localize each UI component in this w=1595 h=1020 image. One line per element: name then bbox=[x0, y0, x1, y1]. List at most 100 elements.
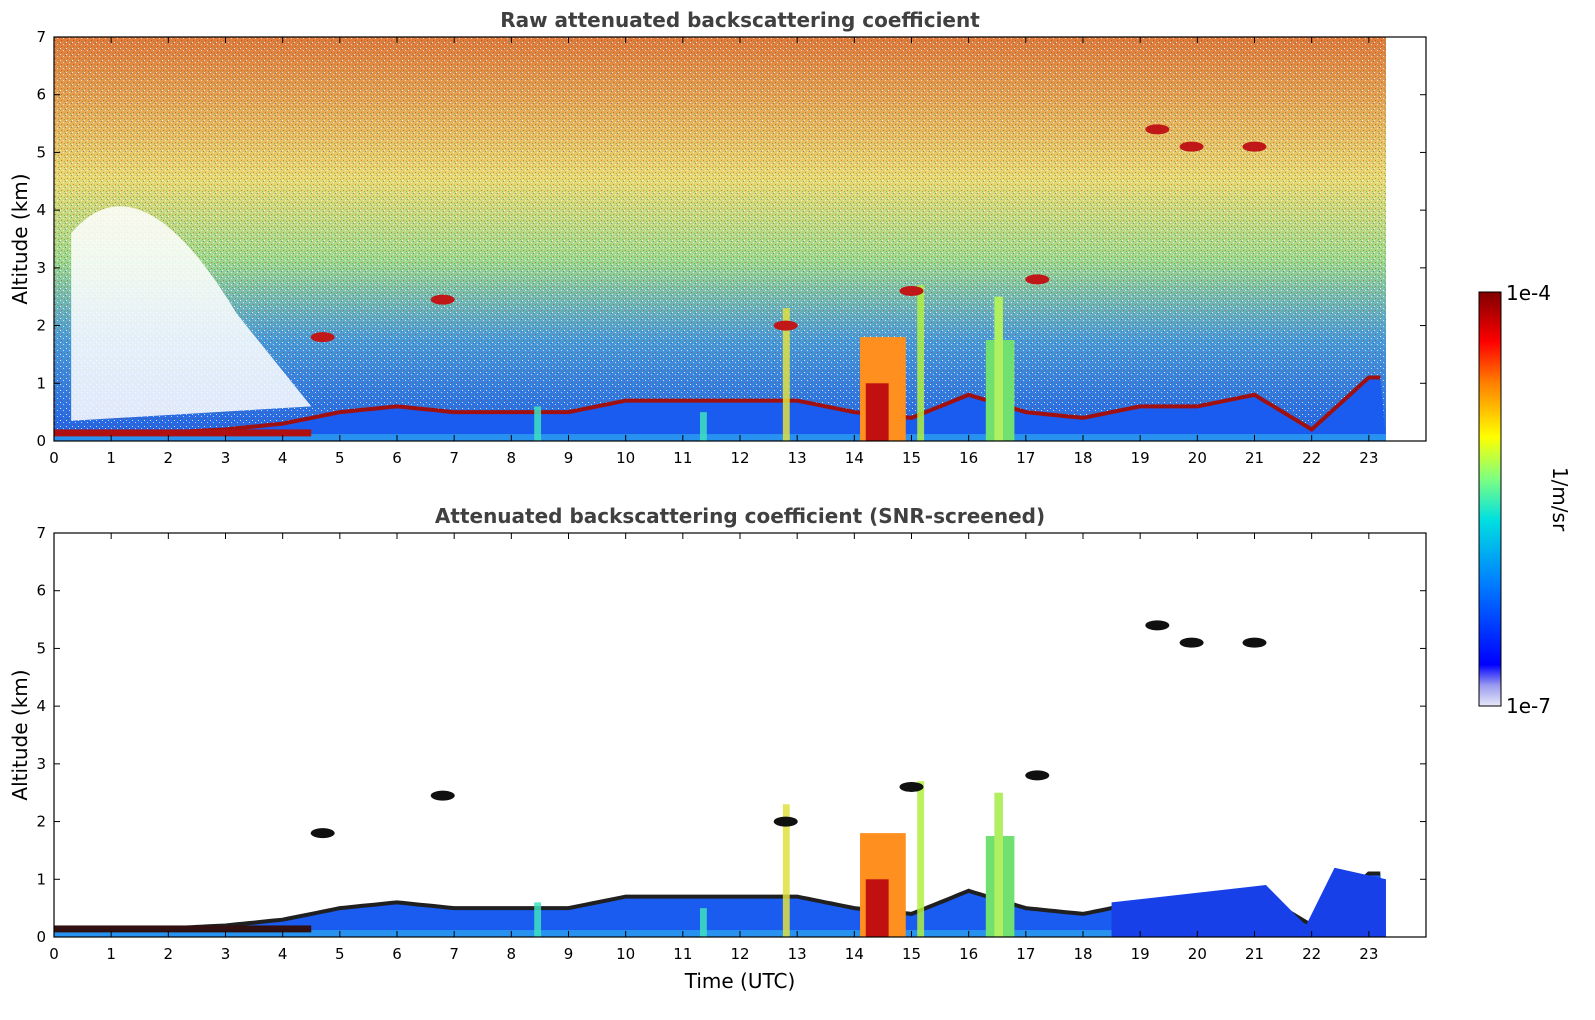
y-tick-label: 6 bbox=[36, 86, 46, 104]
x-tick-label: 0 bbox=[49, 945, 59, 963]
x-tick-label: 9 bbox=[564, 945, 574, 963]
panel-raw-title: Raw attenuated backscattering coefficien… bbox=[500, 8, 980, 32]
boundary-layer-band bbox=[54, 377, 1386, 441]
x-tick-label: 16 bbox=[959, 449, 978, 467]
cloud-patch bbox=[1242, 637, 1267, 648]
x-tick-label: 4 bbox=[278, 449, 288, 467]
x-tick-label: 21 bbox=[1245, 945, 1264, 963]
x-tick-label: 18 bbox=[1073, 945, 1092, 963]
cloud-patch bbox=[899, 781, 924, 792]
y-tick-label: 1 bbox=[36, 870, 46, 888]
cloud-patch bbox=[310, 332, 335, 343]
x-tick-label: 13 bbox=[788, 449, 807, 467]
vertical-streak bbox=[534, 902, 542, 937]
panel-raw: Raw attenuated backscattering coefficien… bbox=[8, 8, 1427, 467]
vertical-streak bbox=[534, 406, 542, 441]
x-tick-label: 8 bbox=[507, 449, 517, 467]
dense-column bbox=[985, 296, 1015, 441]
vertical-streak bbox=[782, 308, 790, 441]
panel-raw-y-label: Altitude (km) bbox=[8, 173, 32, 304]
x-tick-label: 15 bbox=[902, 945, 921, 963]
cloud-patch bbox=[1025, 274, 1050, 285]
x-tick-label: 10 bbox=[616, 945, 635, 963]
panel-snr-title: Attenuated backscattering coefficient (S… bbox=[435, 504, 1045, 528]
x-tick-label: 4 bbox=[278, 945, 288, 963]
raw-clear-region bbox=[71, 206, 312, 421]
x-tick-label: 21 bbox=[1245, 449, 1264, 467]
no-data-region bbox=[1385, 533, 1426, 937]
early-dense-layer bbox=[54, 429, 312, 437]
panel-raw-plot-area bbox=[54, 37, 1426, 441]
late-day-layer bbox=[1111, 867, 1386, 937]
surface-layer bbox=[54, 434, 1386, 441]
panel-snr-x-ticks: 0 1 2 3 4 5 6 7 8 9 10 11 12 13 14 15 16 17 18 19 20 21 22 23 bbox=[49, 533, 1378, 963]
cloud-patch bbox=[1179, 141, 1204, 152]
colorbar-gradient bbox=[1478, 291, 1502, 707]
x-tick-label: 14 bbox=[845, 945, 864, 963]
x-tick-label: 1 bbox=[106, 945, 116, 963]
dense-column bbox=[860, 833, 906, 937]
cloud-patch bbox=[773, 320, 798, 331]
dense-column bbox=[985, 792, 1015, 937]
x-tick-label: 23 bbox=[1359, 945, 1378, 963]
no-data-region bbox=[1385, 37, 1426, 441]
x-tick-label: 12 bbox=[730, 945, 749, 963]
panel-snr: Attenuated backscattering coefficient (S… bbox=[8, 504, 1427, 993]
x-tick-label: 18 bbox=[1073, 449, 1092, 467]
cloud-patch bbox=[430, 790, 455, 801]
x-tick-label: 22 bbox=[1302, 945, 1321, 963]
panel-snr-y-label: Altitude (km) bbox=[8, 669, 32, 800]
y-tick-label: 3 bbox=[36, 259, 46, 277]
x-tick-label: 5 bbox=[335, 945, 345, 963]
x-tick-label: 9 bbox=[564, 449, 574, 467]
y-tick-label: 3 bbox=[36, 755, 46, 773]
vertical-streak bbox=[699, 412, 707, 441]
x-tick-label: 1 bbox=[106, 449, 116, 467]
y-tick-label: 2 bbox=[36, 317, 46, 335]
y-tick-label: 4 bbox=[36, 201, 46, 219]
y-tick-label: 7 bbox=[36, 524, 46, 542]
panel-snr-y-ticks: 0 1 2 3 4 5 6 7 bbox=[36, 524, 1426, 946]
x-tick-label: 3 bbox=[221, 449, 231, 467]
cloud-patch bbox=[1242, 141, 1267, 152]
x-tick-label: 19 bbox=[1131, 945, 1150, 963]
x-tick-label: 7 bbox=[449, 945, 459, 963]
x-tick-label: 7 bbox=[449, 449, 459, 467]
boundary-layer-band bbox=[54, 873, 1386, 937]
x-tick-label: 14 bbox=[845, 449, 864, 467]
cloud-patch bbox=[773, 816, 798, 827]
x-tick-label: 2 bbox=[164, 449, 174, 467]
cloud-patch bbox=[430, 294, 455, 305]
vertical-streak bbox=[782, 804, 790, 937]
x-tick-label: 22 bbox=[1302, 449, 1321, 467]
dense-column-core bbox=[994, 792, 1003, 937]
dense-column-core bbox=[994, 296, 1003, 441]
panel-snr-frame bbox=[53, 532, 1427, 938]
x-tick-label: 15 bbox=[902, 449, 921, 467]
dense-column bbox=[860, 337, 906, 441]
y-tick-label: 1 bbox=[36, 374, 46, 392]
x-tick-label: 10 bbox=[616, 449, 635, 467]
x-tick-label: 6 bbox=[392, 945, 402, 963]
x-tick-label: 5 bbox=[335, 449, 345, 467]
cloud-patch bbox=[1145, 620, 1170, 631]
colorbar-max-label: 1e-4 bbox=[1506, 281, 1551, 305]
dense-column-core bbox=[865, 383, 889, 441]
x-tick-label: 12 bbox=[730, 449, 749, 467]
dense-column-core bbox=[865, 879, 889, 937]
x-tick-label: 11 bbox=[673, 449, 692, 467]
panel-snr-plot-area bbox=[54, 533, 1426, 937]
vertical-streak bbox=[917, 285, 925, 441]
vertical-streak bbox=[699, 908, 707, 937]
y-tick-label: 0 bbox=[36, 928, 46, 946]
y-tick-label: 4 bbox=[36, 697, 46, 715]
y-tick-label: 6 bbox=[36, 582, 46, 600]
cloud-patch bbox=[310, 828, 335, 839]
cloud-patch bbox=[1179, 637, 1204, 648]
vertical-streak bbox=[917, 781, 925, 937]
x-tick-label: 3 bbox=[221, 945, 231, 963]
cloud-patch bbox=[899, 285, 924, 296]
colorbar-min-label: 1e-7 bbox=[1506, 694, 1551, 718]
x-tick-label: 0 bbox=[49, 449, 59, 467]
